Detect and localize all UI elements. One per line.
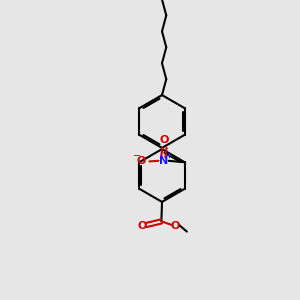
Text: −: − <box>133 151 141 161</box>
Text: O: O <box>160 135 169 146</box>
Text: +: + <box>165 151 172 160</box>
Text: O: O <box>137 220 147 231</box>
Text: O: O <box>136 156 146 167</box>
Text: N: N <box>159 156 168 166</box>
Text: O: O <box>171 220 180 231</box>
